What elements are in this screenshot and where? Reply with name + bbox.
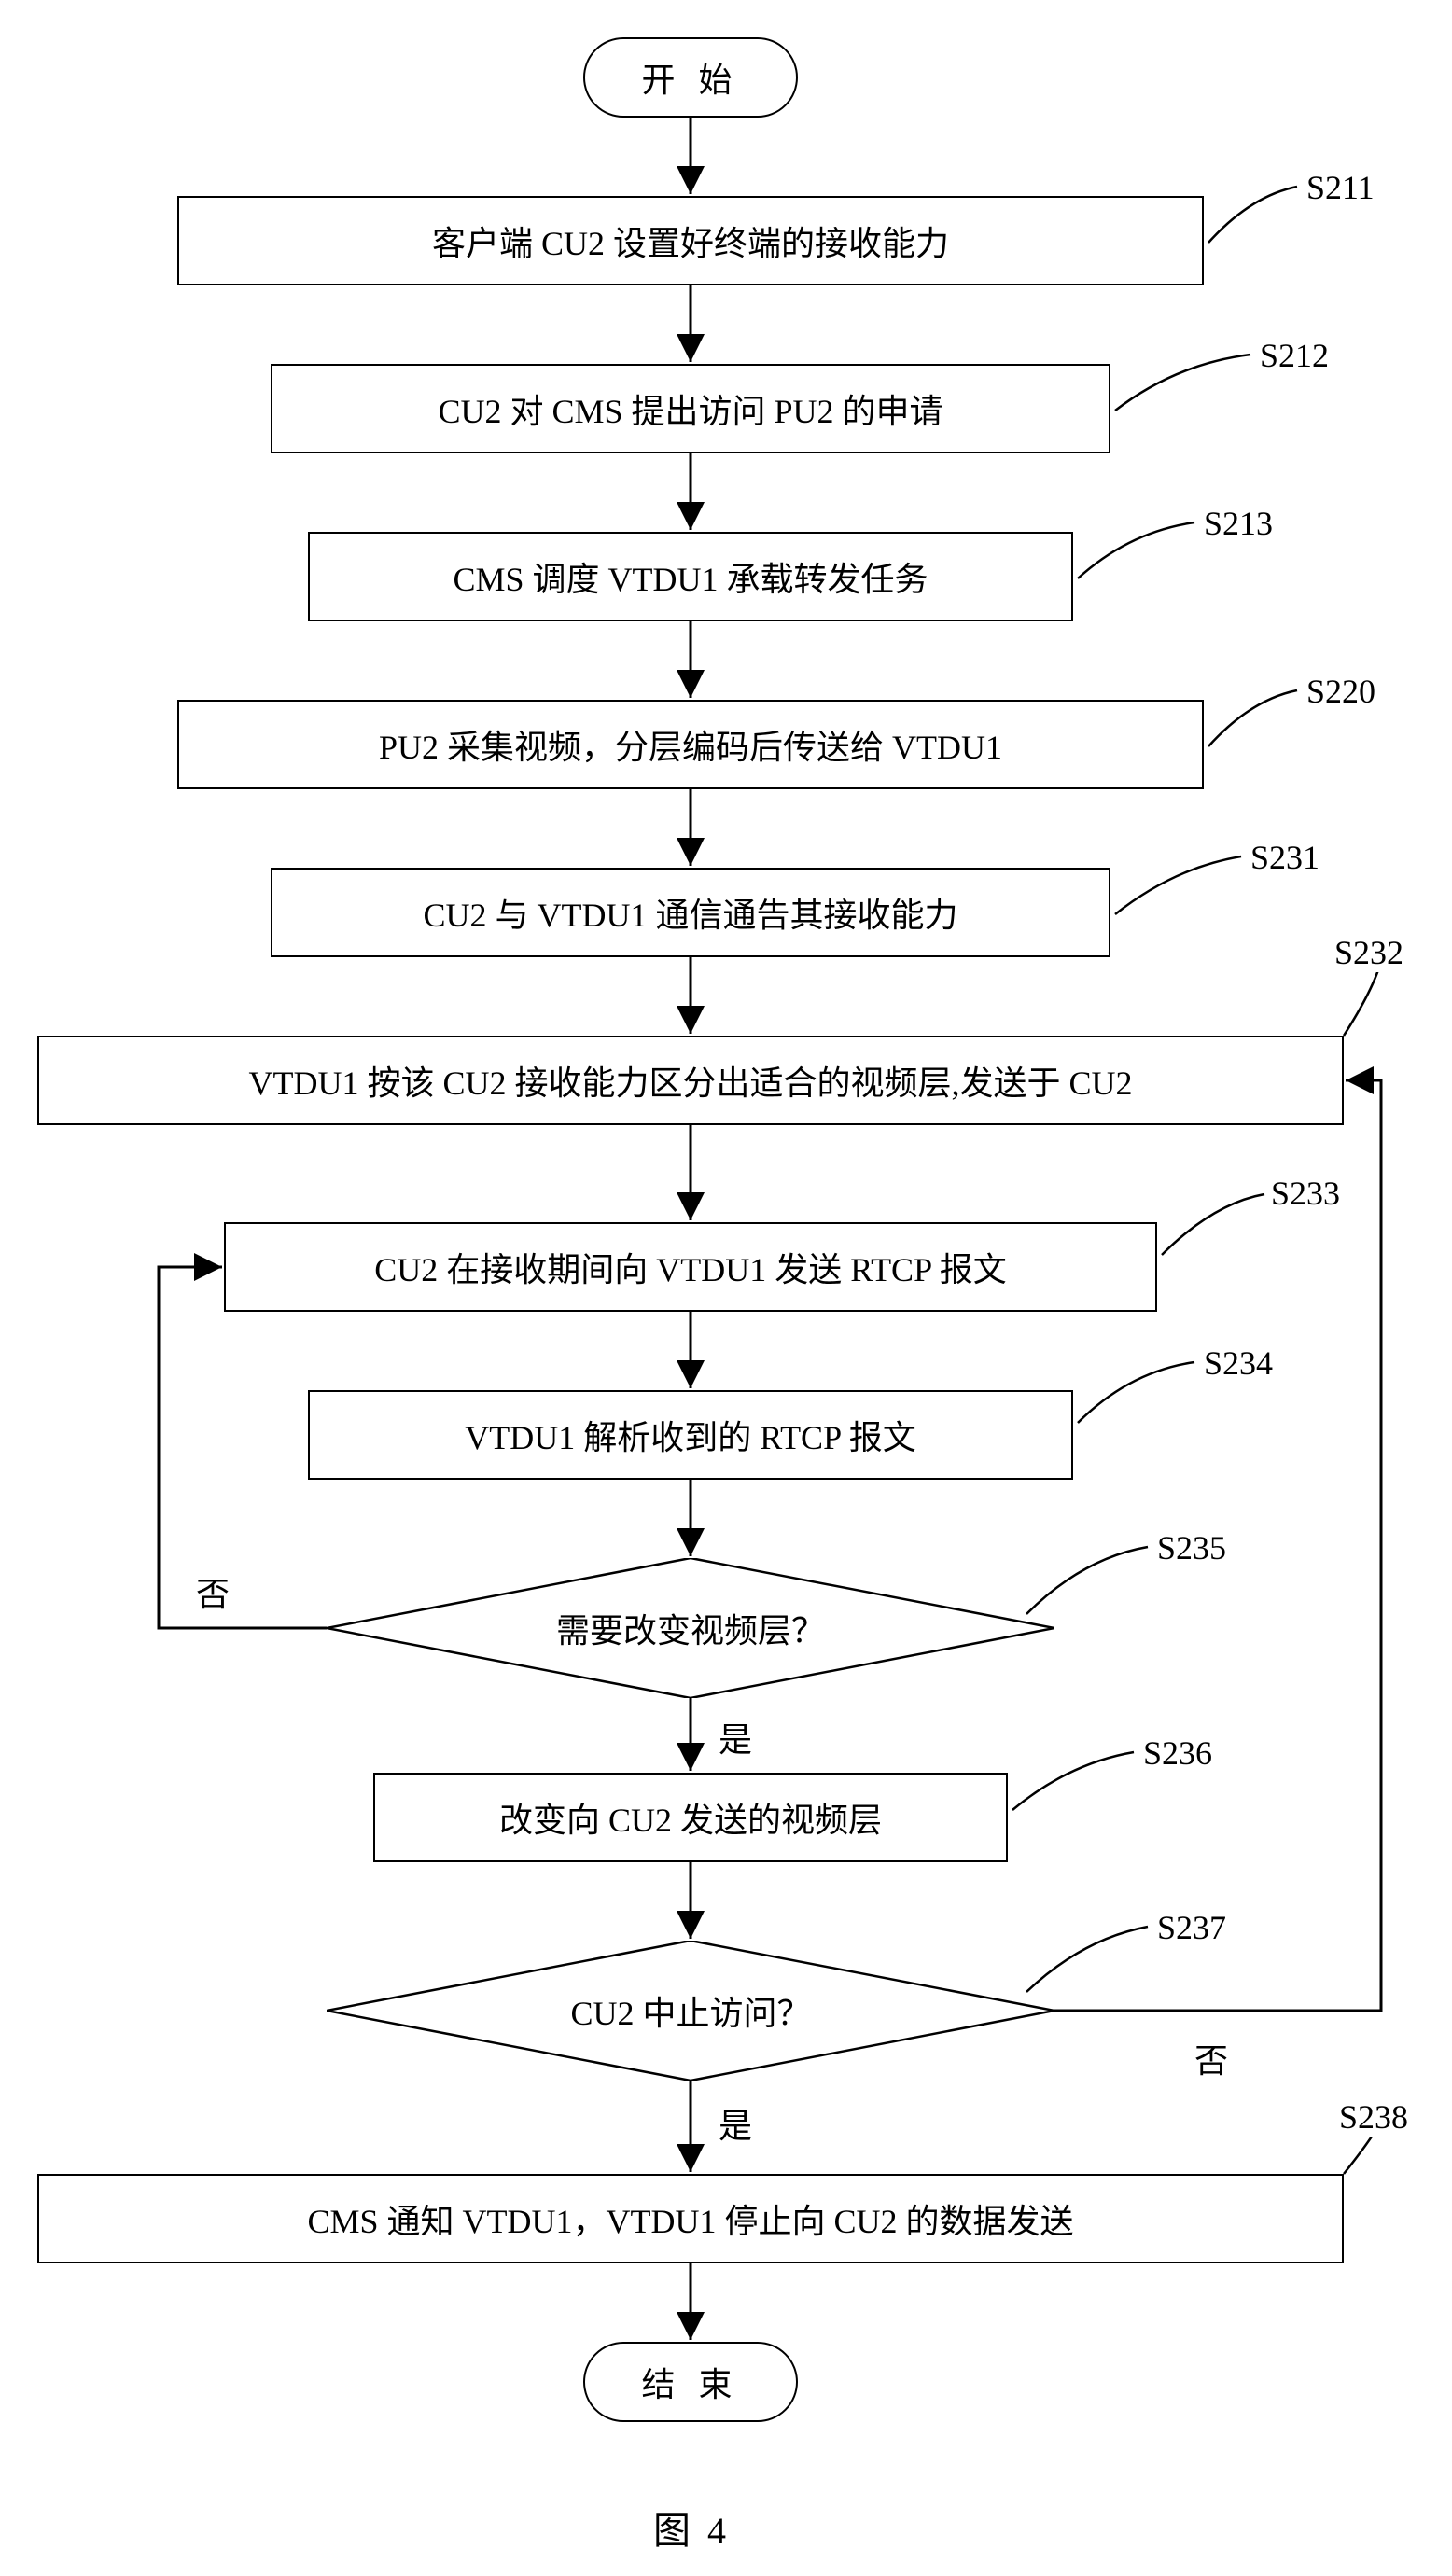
decision-s237-text: CU2 中止访问？ xyxy=(570,1986,810,2035)
step-label-s232: S232 xyxy=(1334,933,1403,972)
step-label-s212: S212 xyxy=(1260,336,1329,375)
process-s233: CU2 在接收期间向 VTDU1 发送 RTCP 报文 xyxy=(224,1222,1157,1312)
step-label-s211: S211 xyxy=(1306,168,1375,207)
process-s220: PU2 采集视频，分层编码后传送给 VTDU1 xyxy=(177,700,1204,789)
branch-s237-yes: 是 xyxy=(719,2099,752,2148)
step-label-s235: S235 xyxy=(1157,1528,1226,1567)
branch-s235-yes: 是 xyxy=(719,1713,752,1761)
process-s232-text: VTDU1 按该 CU2 接收能力区分出适合的视频层,发送于 CU2 xyxy=(248,1056,1132,1105)
process-s238-text: CMS 通知 VTDU1，VTDU1 停止向 CU2 的数据发送 xyxy=(307,2194,1073,2243)
step-label-s237: S237 xyxy=(1157,1908,1226,1947)
start-terminator: 开 始 xyxy=(583,37,798,118)
decision-s235-text: 需要改变视频层？ xyxy=(556,1604,825,1652)
process-s212-text: CU2 对 CMS 提出访问 PU2 的申请 xyxy=(438,384,942,433)
step-label-s238: S238 xyxy=(1339,2097,1408,2137)
end-label: 结 束 xyxy=(641,2358,739,2406)
step-label-s234: S234 xyxy=(1204,1344,1273,1383)
process-s211: 客户端 CU2 设置好终端的接收能力 xyxy=(177,196,1204,285)
flowchart-container: 开 始 客户端 CU2 设置好终端的接收能力 S211 CU2 对 CMS 提出… xyxy=(0,0,1452,2576)
step-label-s236: S236 xyxy=(1143,1734,1212,1773)
process-s212: CU2 对 CMS 提出访问 PU2 的申请 xyxy=(271,364,1110,453)
process-s211-text: 客户端 CU2 设置好终端的接收能力 xyxy=(432,216,949,265)
branch-s235-no: 否 xyxy=(196,1567,230,1616)
process-s213: CMS 调度 VTDU1 承载转发任务 xyxy=(308,532,1073,621)
decision-s237: CU2 中止访问？ xyxy=(327,1941,1054,2081)
process-s236-text: 改变向 CU2 发送的视频层 xyxy=(499,1793,882,1842)
process-s232: VTDU1 按该 CU2 接收能力区分出适合的视频层,发送于 CU2 xyxy=(37,1036,1344,1125)
process-s236: 改变向 CU2 发送的视频层 xyxy=(373,1773,1008,1862)
figure-caption: 图 4 xyxy=(653,2500,730,2555)
step-label-s213: S213 xyxy=(1204,504,1273,543)
step-label-s220: S220 xyxy=(1306,672,1375,711)
start-label: 开 始 xyxy=(641,53,739,102)
process-s234: VTDU1 解析收到的 RTCP 报文 xyxy=(308,1390,1073,1480)
process-s234-text: VTDU1 解析收到的 RTCP 报文 xyxy=(465,1411,916,1459)
process-s233-text: CU2 在接收期间向 VTDU1 发送 RTCP 报文 xyxy=(374,1243,1007,1291)
process-s213-text: CMS 调度 VTDU1 承载转发任务 xyxy=(453,552,928,601)
step-label-s231: S231 xyxy=(1250,838,1319,877)
branch-s237-no: 否 xyxy=(1194,2034,1228,2082)
process-s231-text: CU2 与 VTDU1 通信通告其接收能力 xyxy=(424,888,958,937)
process-s231: CU2 与 VTDU1 通信通告其接收能力 xyxy=(271,868,1110,957)
process-s238: CMS 通知 VTDU1，VTDU1 停止向 CU2 的数据发送 xyxy=(37,2174,1344,2263)
process-s220-text: PU2 采集视频，分层编码后传送给 VTDU1 xyxy=(379,720,1002,769)
decision-s235: 需要改变视频层？ xyxy=(327,1558,1054,1698)
step-label-s233: S233 xyxy=(1271,1174,1340,1213)
end-terminator: 结 束 xyxy=(583,2342,798,2422)
